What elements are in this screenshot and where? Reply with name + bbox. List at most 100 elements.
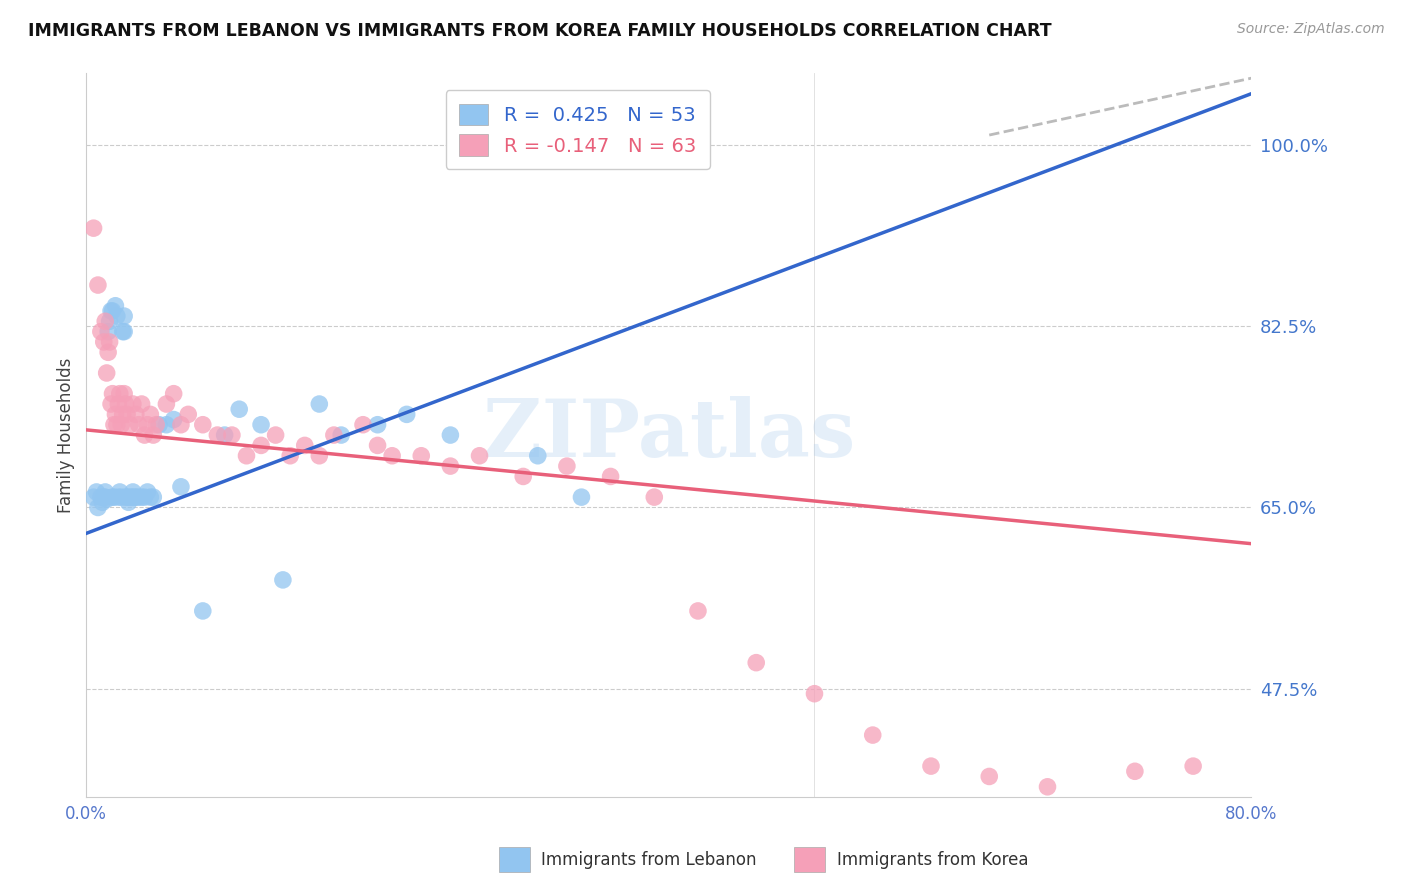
Point: [96, 366, 118, 380]
Point: [139, 408, 162, 422]
Point: [271, 573, 294, 587]
Point: [526, 449, 548, 463]
Point: [294, 438, 316, 452]
Point: [114, 490, 136, 504]
Point: [1182, 759, 1205, 773]
Point: [214, 428, 236, 442]
Point: [104, 408, 127, 422]
Point: [439, 459, 461, 474]
Point: [83, 490, 105, 504]
Point: [1036, 780, 1059, 794]
Point: [142, 428, 165, 442]
Point: [104, 299, 127, 313]
Point: [97, 345, 120, 359]
Point: [250, 417, 273, 432]
Point: [105, 309, 128, 323]
Point: [920, 759, 942, 773]
Point: [117, 495, 139, 509]
Point: [330, 428, 353, 442]
Point: [124, 490, 146, 504]
Point: [163, 412, 186, 426]
Point: [103, 417, 125, 432]
Point: [96, 492, 118, 507]
Point: [83, 221, 105, 235]
Point: [108, 386, 131, 401]
Point: [93, 490, 115, 504]
Point: [235, 449, 257, 463]
Point: [100, 397, 122, 411]
Point: [120, 490, 142, 504]
Point: [264, 428, 287, 442]
Point: [86, 485, 108, 500]
Point: [278, 449, 301, 463]
Text: Source: ZipAtlas.com: Source: ZipAtlas.com: [1237, 22, 1385, 37]
Point: [308, 397, 330, 411]
Point: [101, 490, 124, 504]
Point: [381, 449, 404, 463]
Text: IMMIGRANTS FROM LEBANON VS IMMIGRANTS FROM KOREA FAMILY HOUSEHOLDS CORRELATION C: IMMIGRANTS FROM LEBANON VS IMMIGRANTS FR…: [28, 22, 1052, 40]
Point: [98, 314, 121, 328]
Legend: R =  0.425   N = 53, R = -0.147   N = 63: R = 0.425 N = 53, R = -0.147 N = 63: [446, 90, 710, 169]
Point: [170, 417, 193, 432]
Point: [122, 485, 145, 500]
Point: [131, 490, 153, 504]
Point: [112, 325, 135, 339]
Point: [136, 417, 159, 432]
Point: [979, 769, 1001, 783]
Point: [1123, 764, 1146, 779]
Point: [686, 604, 709, 618]
Point: [128, 417, 150, 432]
Point: [862, 728, 884, 742]
Point: [118, 417, 141, 432]
Point: [136, 485, 159, 500]
Point: [571, 490, 593, 504]
Point: [118, 490, 141, 504]
Point: [308, 449, 330, 463]
Point: [643, 490, 665, 504]
Point: [103, 490, 125, 504]
Point: [599, 469, 621, 483]
Point: [322, 428, 344, 442]
Point: [170, 480, 193, 494]
Point: [142, 490, 165, 504]
Y-axis label: Family Households: Family Households: [58, 358, 75, 513]
Point: [94, 314, 117, 328]
Point: [114, 397, 136, 411]
Point: [111, 325, 134, 339]
Point: [107, 490, 129, 504]
Point: [90, 490, 112, 504]
Point: [155, 397, 177, 411]
Point: [94, 485, 117, 500]
Point: [250, 438, 273, 452]
Point: [94, 490, 117, 504]
Point: [97, 325, 120, 339]
Point: [110, 417, 132, 432]
Point: [228, 402, 250, 417]
Point: [111, 408, 134, 422]
Point: [191, 604, 214, 618]
Point: [352, 417, 374, 432]
Point: [98, 334, 121, 349]
Point: [411, 449, 433, 463]
Point: [101, 304, 124, 318]
Point: [105, 417, 128, 432]
Point: [155, 417, 177, 432]
Point: [367, 417, 389, 432]
Point: [87, 278, 110, 293]
Point: [90, 325, 112, 339]
Point: [125, 408, 148, 422]
Point: [191, 417, 214, 432]
Point: [512, 469, 534, 483]
Point: [91, 495, 114, 509]
Point: [134, 428, 156, 442]
Point: [115, 408, 138, 422]
Point: [101, 386, 124, 401]
Point: [145, 417, 167, 432]
Point: [125, 490, 148, 504]
Point: [745, 656, 768, 670]
Point: [163, 386, 186, 401]
Point: [112, 309, 135, 323]
Point: [107, 397, 129, 411]
Point: [439, 428, 461, 442]
Text: ZIPatlas: ZIPatlas: [482, 396, 855, 474]
